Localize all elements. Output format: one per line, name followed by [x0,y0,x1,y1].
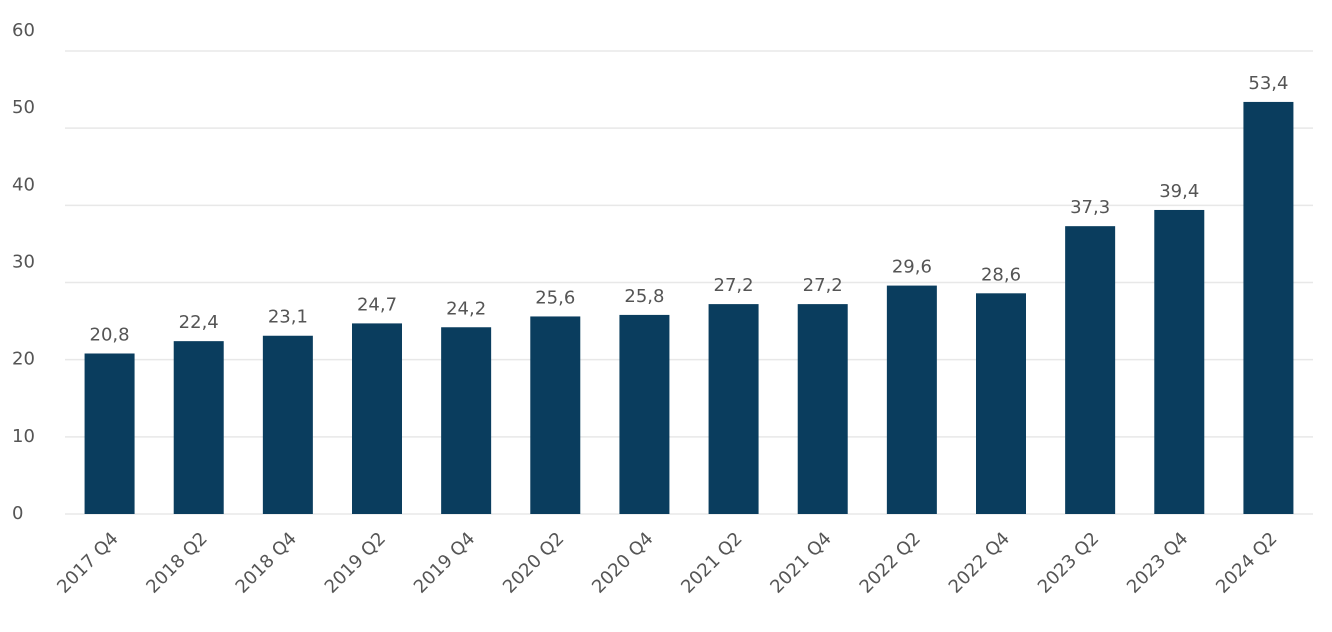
y-tick-label: 40 [12,174,35,195]
value-label: 28,6 [981,264,1021,285]
y-tick-label: 50 [12,97,35,118]
value-label: 53,4 [1248,73,1288,94]
bar [886,285,937,514]
bar [619,314,670,514]
value-label: 24,2 [446,298,486,319]
x-tick-label: 2021 Q4 [766,528,835,597]
value-label: 23,1 [268,307,308,328]
y-tick-label: 0 [12,503,23,524]
value-label: 20,8 [90,324,130,345]
bar [797,304,848,514]
x-tick-label: 2021 Q2 [677,528,746,597]
value-label: 37,3 [1070,197,1110,218]
bar [976,293,1026,514]
x-tick-label: 2017 Q4 [53,528,122,597]
bar [262,335,313,514]
x-tick-label: 2023 Q4 [1123,528,1192,597]
value-label: 27,2 [714,275,754,296]
x-tick-label: 2022 Q2 [856,528,925,597]
y-tick-label: 30 [12,252,35,273]
x-tick-label: 2018 Q4 [232,528,301,597]
value-label: 22,4 [179,312,219,333]
bar [173,341,224,514]
value-label: 24,7 [357,294,397,315]
x-tick-label: 2022 Q4 [945,528,1014,597]
y-tick-label: 10 [12,426,35,447]
x-tick-label: 2020 Q4 [588,528,657,597]
x-tick-label: 2024 Q2 [1212,528,1281,597]
y-tick-label: 60 [12,20,35,41]
value-label: 39,4 [1159,181,1199,202]
x-tick-label: 2019 Q4 [410,528,479,597]
bar [1243,101,1294,515]
bar [530,316,581,514]
bar [1065,226,1116,514]
value-label: 25,6 [535,287,575,308]
bar [352,323,402,514]
x-tick-label: 2019 Q2 [321,528,390,597]
bar [84,353,135,514]
bar [708,304,759,514]
x-tick-label: 2020 Q2 [499,528,568,597]
value-label: 25,8 [624,286,664,307]
bar [441,327,492,514]
x-tick-label: 2023 Q2 [1034,528,1103,597]
y-tick-label: 20 [12,349,35,370]
value-label: 27,2 [803,275,843,296]
value-label: 29,6 [892,257,932,278]
x-tick-label: 2018 Q2 [142,528,211,597]
bar [1154,209,1205,515]
